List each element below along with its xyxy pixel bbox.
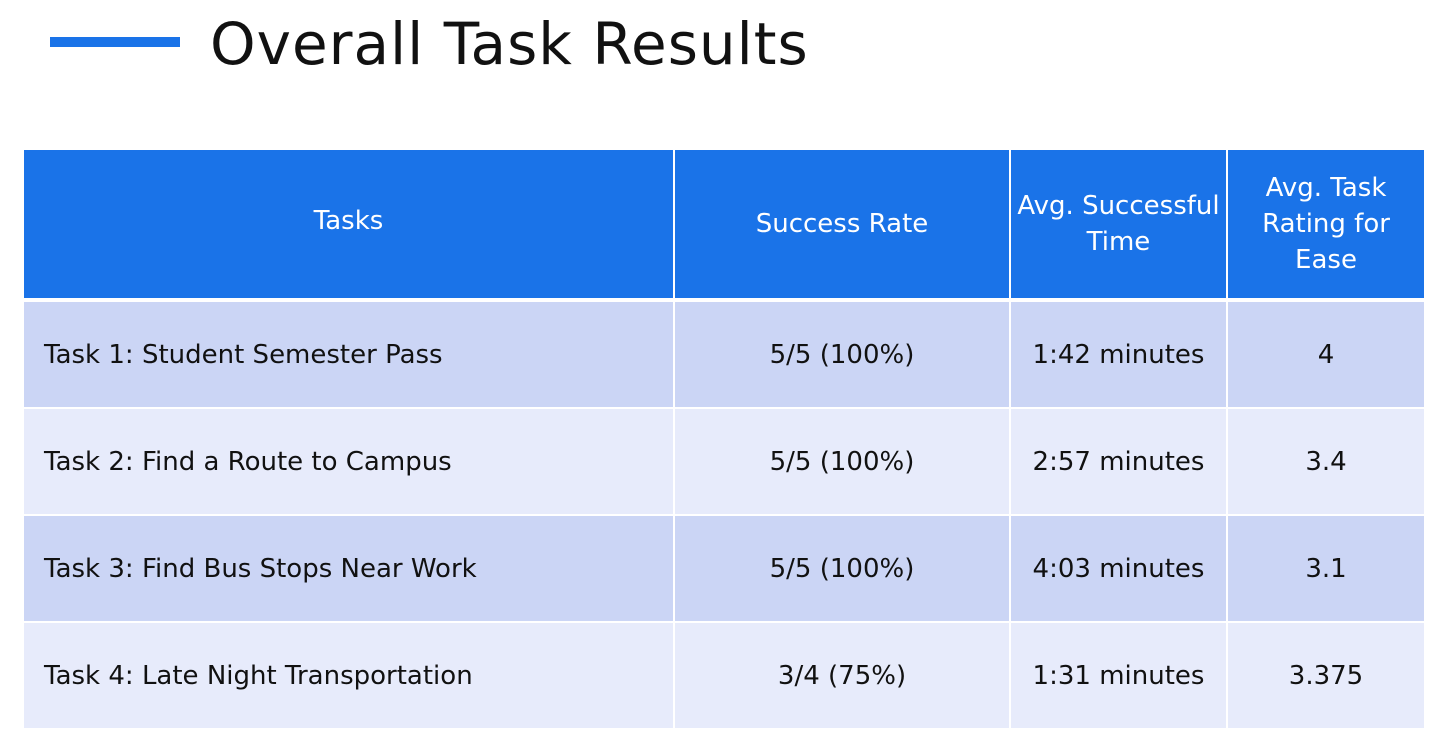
task-name-cell: Task 2: Find a Route to Campus [24,408,675,516]
header-success-rate: Success Rate [674,150,1011,302]
success-rate-cell: 3/4 (75%) [674,622,1011,730]
success-rate-cell: 5/5 (100%) [674,515,1011,623]
table-header-row: Tasks Success Rate Avg. Successful Time … [24,150,1424,302]
task-name-cell: Task 3: Find Bus Stops Near Work [24,515,675,623]
task-results-table: Tasks Success Rate Avg. Successful Time … [24,150,1424,730]
success-rate-cell: 5/5 (100%) [674,408,1011,516]
table-row: Task 4: Late Night Transportation 3/4 (7… [24,622,1424,730]
header-avg-successful-time: Avg. Successful Time [1010,150,1228,302]
ease-rating-cell: 3.4 [1227,408,1424,516]
ease-rating-cell: 3.1 [1227,515,1424,623]
task-name-cell: Task 4: Late Night Transportation [24,622,675,730]
task-name-cell: Task 1: Student Semester Pass [24,300,675,409]
table-row: Task 3: Find Bus Stops Near Work 5/5 (10… [24,515,1424,623]
ease-rating-cell: 3.375 [1227,622,1424,730]
table-row: Task 2: Find a Route to Campus 5/5 (100%… [24,408,1424,516]
header-avg-task-rating: Avg. Task Rating for Ease [1227,150,1424,302]
ease-rating-cell: 4 [1227,300,1424,409]
header-tasks: Tasks [24,150,675,302]
avg-time-cell: 2:57 minutes [1010,408,1228,516]
avg-time-cell: 4:03 minutes [1010,515,1228,623]
table-row: Task 1: Student Semester Pass 5/5 (100%)… [24,300,1424,409]
title-accent-bar [50,37,180,47]
page-title: Overall Task Results [210,10,809,78]
success-rate-cell: 5/5 (100%) [674,300,1011,409]
avg-time-cell: 1:31 minutes [1010,622,1228,730]
avg-time-cell: 1:42 minutes [1010,300,1228,409]
